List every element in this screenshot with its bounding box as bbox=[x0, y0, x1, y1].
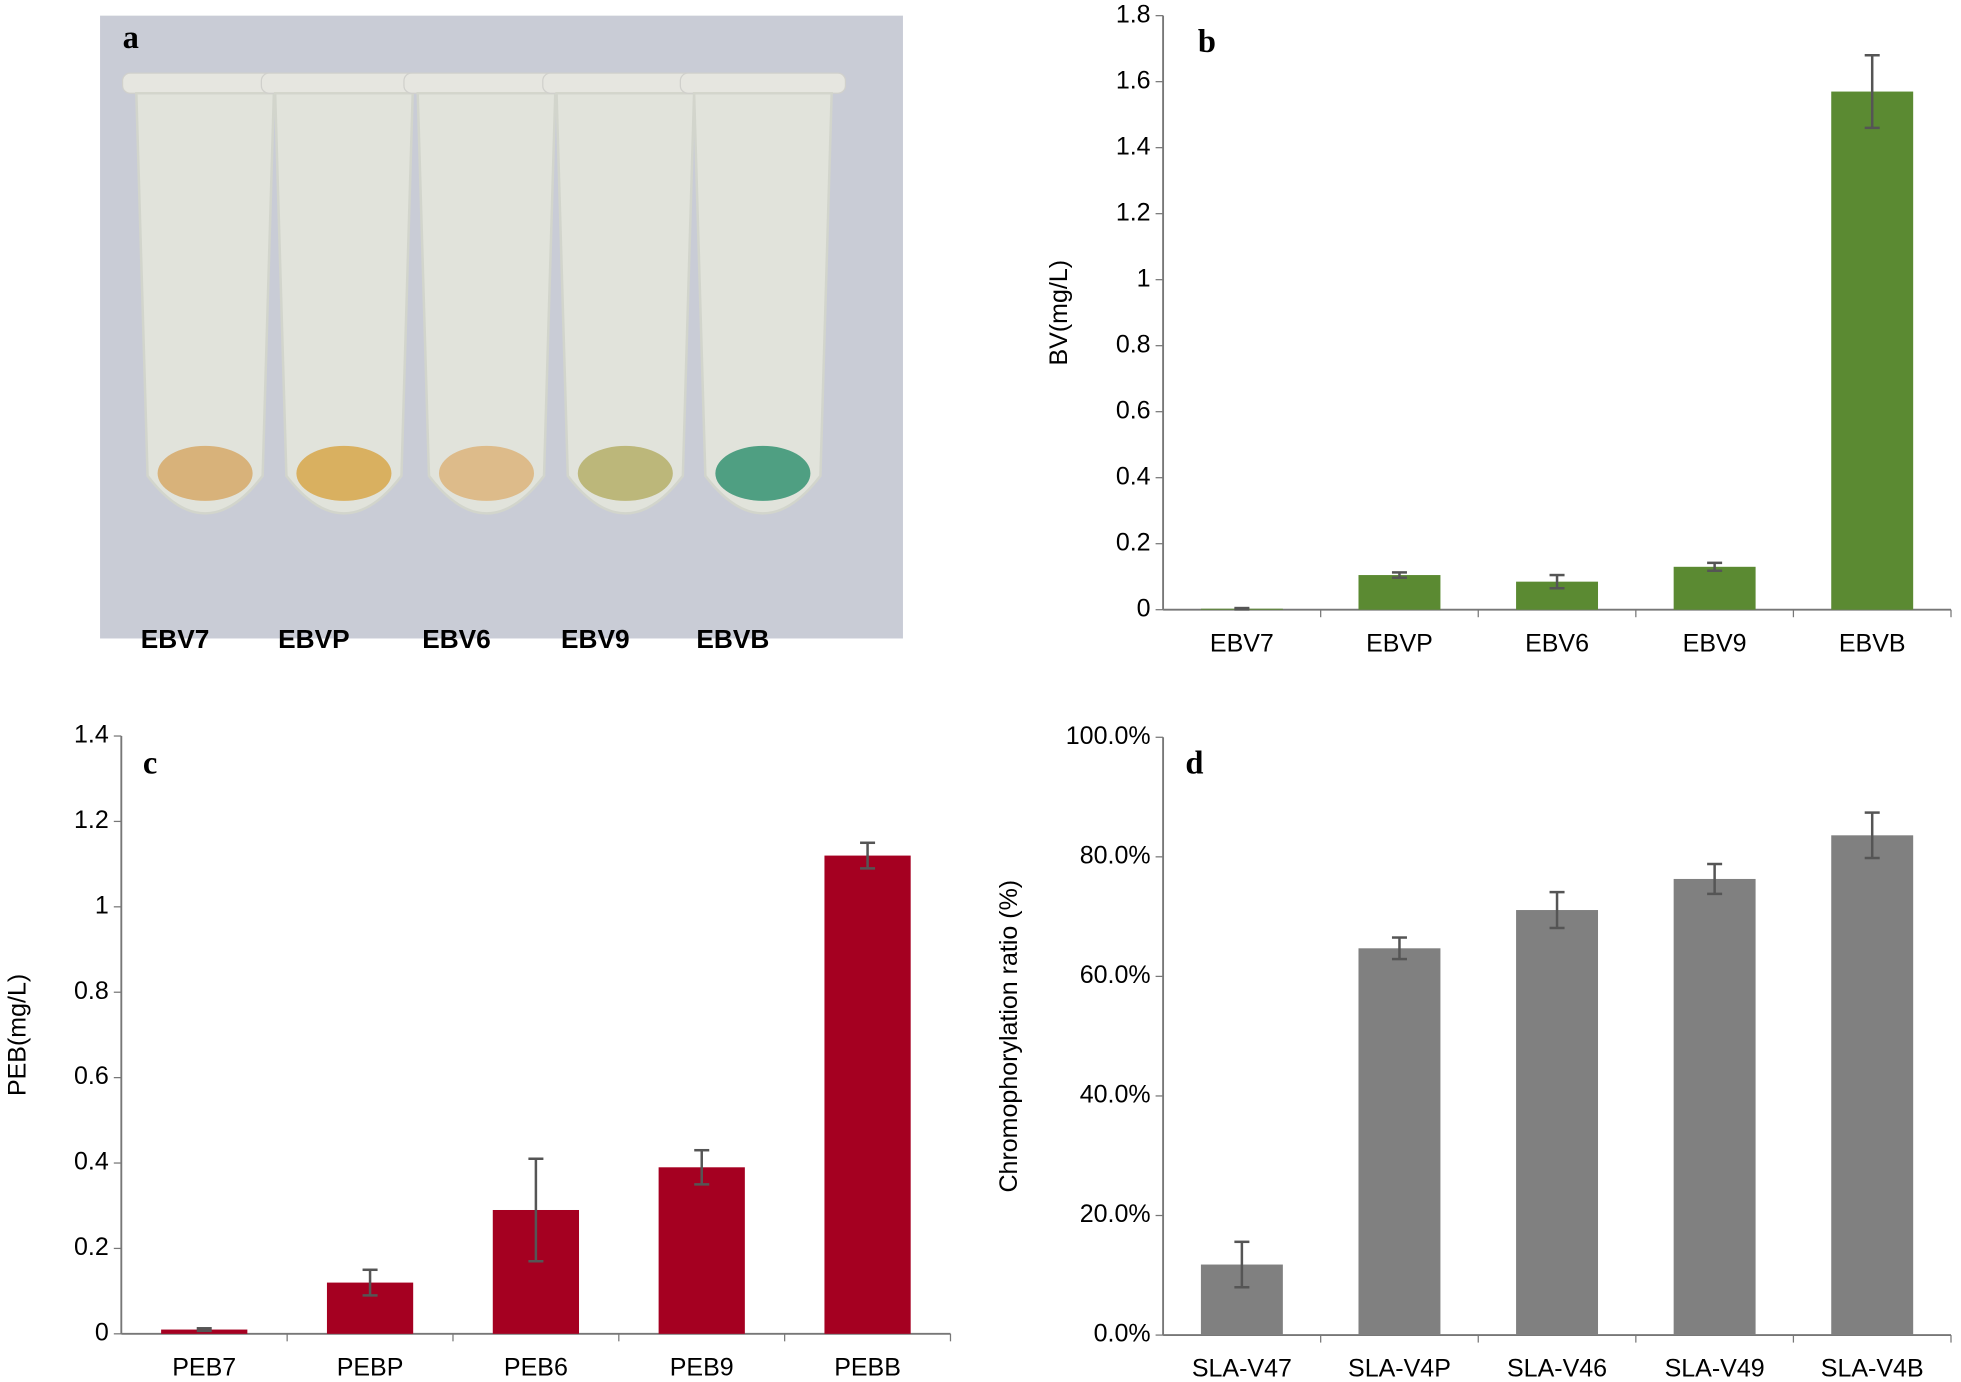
y-axis-label: Chromophorylation ratio (%) bbox=[995, 880, 1023, 1193]
tube bbox=[555, 91, 696, 515]
tube-label: EBV7 bbox=[141, 624, 210, 654]
tube-liquid bbox=[438, 445, 535, 501]
y-axis-label: PEB(mg/L) bbox=[3, 974, 31, 1096]
tube-cap bbox=[260, 72, 428, 94]
x-tick-label: PEBB bbox=[834, 1353, 901, 1381]
tube bbox=[273, 91, 414, 515]
y-tick-label: 0.4 bbox=[1116, 462, 1151, 490]
panel-label: c bbox=[143, 745, 157, 781]
y-tick-label: 100.0% bbox=[1066, 722, 1151, 750]
x-tick-label: SLA-V46 bbox=[1507, 1355, 1607, 1382]
tube bbox=[692, 91, 833, 515]
y-tick-label: 40.0% bbox=[1080, 1081, 1151, 1109]
y-tick-label: 0.8 bbox=[1116, 330, 1151, 358]
y-tick-label: 1 bbox=[95, 891, 109, 919]
panel-label: d bbox=[1185, 745, 1203, 781]
tube-liquid bbox=[157, 445, 253, 501]
x-tick-label: EBV6 bbox=[1525, 629, 1589, 657]
y-tick-label: 0.6 bbox=[1116, 396, 1151, 424]
x-tick-label: SLA-V4B bbox=[1821, 1355, 1924, 1382]
tube bbox=[135, 91, 276, 515]
bar bbox=[1673, 878, 1756, 1336]
y-tick-label: 0.2 bbox=[1116, 528, 1151, 556]
y-tick-label: 1.8 bbox=[1116, 0, 1151, 28]
tube-liquid bbox=[715, 445, 811, 501]
bar bbox=[1831, 835, 1914, 1336]
y-tick-label: 80.0% bbox=[1080, 841, 1151, 869]
bar bbox=[824, 855, 911, 1334]
x-tick-label: PEB6 bbox=[504, 1353, 568, 1381]
y-tick-label: 0.6 bbox=[74, 1062, 109, 1090]
y-axis-label: BV(mg/L) bbox=[1045, 260, 1073, 366]
tube-liquid bbox=[577, 445, 673, 501]
y-tick-label: 60.0% bbox=[1080, 961, 1151, 989]
x-tick-label: EBVB bbox=[1839, 629, 1906, 657]
tubes bbox=[121, 72, 847, 515]
x-tick-label: PEB9 bbox=[670, 1353, 734, 1381]
panel-label: a bbox=[123, 20, 139, 56]
bar bbox=[1831, 91, 1914, 610]
y-tick-label: 0 bbox=[95, 1318, 109, 1346]
panel-label: b bbox=[1198, 24, 1216, 60]
y-tick-label: 0.0% bbox=[1094, 1320, 1151, 1348]
x-tick-label: SLA-V47 bbox=[1192, 1355, 1292, 1382]
x-tick-label: SLA-V49 bbox=[1665, 1355, 1765, 1382]
bar bbox=[1358, 948, 1441, 1336]
bar bbox=[1516, 910, 1599, 1336]
y-tick-label: 0 bbox=[1137, 594, 1151, 622]
y-tick-label: 0.8 bbox=[74, 977, 109, 1005]
y-tick-label: 1.6 bbox=[1116, 66, 1151, 94]
y-tick-label: 1 bbox=[1137, 264, 1151, 292]
bar bbox=[1358, 575, 1441, 610]
tube-cap bbox=[679, 72, 847, 94]
y-tick-label: 0.4 bbox=[74, 1148, 109, 1176]
x-tick-label: EBV9 bbox=[1683, 629, 1747, 657]
y-tick-label: 1.2 bbox=[74, 806, 109, 834]
x-tick-label: PEBP bbox=[337, 1353, 404, 1381]
y-tick-label: 20.0% bbox=[1080, 1200, 1151, 1228]
x-tick-label: SLA-V4P bbox=[1348, 1355, 1451, 1382]
bar bbox=[658, 1167, 745, 1334]
tube-label: EBVP bbox=[278, 624, 349, 654]
tube bbox=[416, 91, 557, 515]
y-tick-label: 1.2 bbox=[1116, 198, 1151, 226]
y-tick-label: 1.4 bbox=[74, 721, 109, 749]
x-tick-label: PEB7 bbox=[172, 1353, 236, 1381]
y-tick-label: 1.4 bbox=[1116, 132, 1151, 160]
tube-label: EBV6 bbox=[422, 624, 491, 654]
bar bbox=[1673, 566, 1756, 610]
tube-label: EBV9 bbox=[561, 624, 630, 654]
y-tick-label: 0.2 bbox=[74, 1233, 109, 1261]
tube-liquid bbox=[296, 445, 392, 501]
tube-label: EBVB bbox=[696, 624, 769, 654]
x-tick-label: EBVP bbox=[1366, 629, 1433, 657]
x-tick-label: EBV7 bbox=[1210, 629, 1274, 657]
